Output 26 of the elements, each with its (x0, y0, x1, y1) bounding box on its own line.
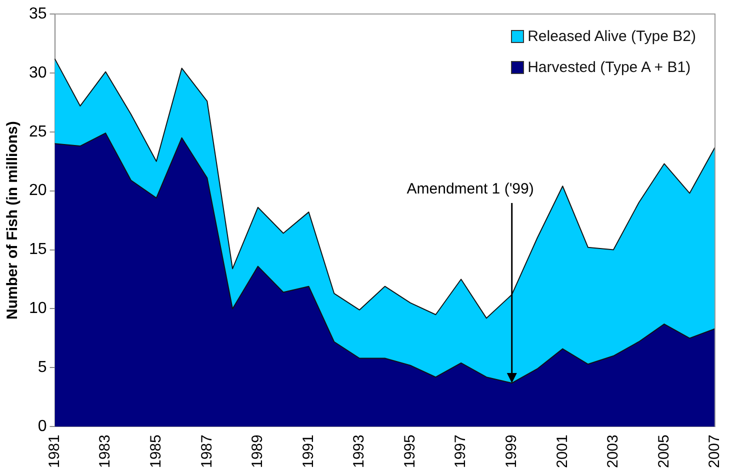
y-tick-label: 25 (29, 123, 47, 140)
x-tick-label: 1995 (401, 434, 418, 468)
legend-label: Harvested (Type A + B1) (528, 59, 691, 76)
x-tick-label: 1997 (452, 434, 470, 468)
x-tick-label: 1981 (46, 434, 63, 468)
x-tick-label: 2003 (604, 434, 622, 468)
x-tick-label: 2007 (706, 434, 724, 468)
x-tick-label: 2001 (554, 434, 571, 468)
y-tick-label: 10 (29, 300, 47, 318)
y-tick-label: 30 (29, 64, 47, 82)
y-axis-title: Number of Fish (in millions) (4, 121, 22, 320)
x-tick-label: 1993 (350, 434, 368, 468)
x-tick-label: 1991 (300, 434, 317, 468)
x-tick-label: 1987 (198, 434, 216, 468)
x-tick-label: 1999 (503, 434, 520, 468)
x-tick-label: 1985 (148, 434, 165, 468)
y-tick-label: 5 (38, 359, 47, 376)
x-tick-label: 1989 (249, 434, 266, 468)
legend-label: Released Alive (Type B2) (528, 28, 696, 45)
annotation: Amendment 1 ('99) (406, 180, 534, 198)
y-tick-label: 15 (29, 241, 47, 258)
y-tick-label: 35 (29, 5, 47, 22)
x-tick-label: 1983 (96, 434, 114, 468)
y-tick-label: 0 (38, 418, 47, 436)
y-tick-label: 20 (29, 182, 47, 200)
x-tick-label: 2005 (655, 434, 672, 468)
